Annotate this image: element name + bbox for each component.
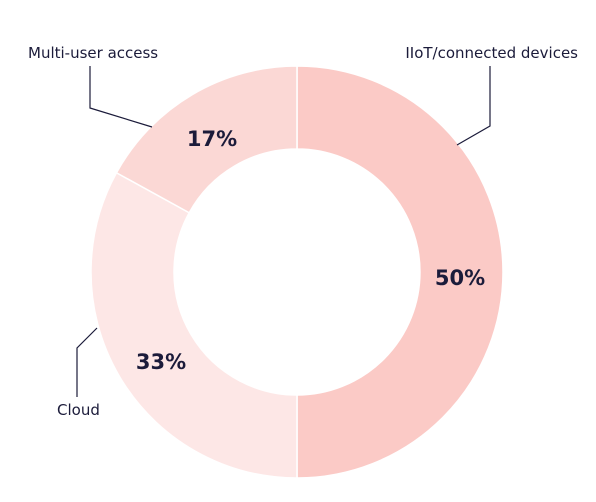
- data-label-multi-user: 17%: [187, 127, 237, 151]
- leader-line-multi-user: [89, 66, 153, 128]
- category-label-multi-user: Multi-user access: [28, 44, 158, 62]
- data-label-cloud: 33%: [136, 350, 186, 374]
- leader-line-cloud: [76, 327, 98, 397]
- category-label-iiot: IIoT/connected devices: [405, 44, 578, 62]
- leader-line-iiot: [456, 66, 491, 146]
- category-label-cloud: Cloud: [57, 401, 100, 419]
- slice-iiot: [296, 65, 504, 479]
- slice-multi-user: [115, 65, 298, 214]
- data-label-iiot: 50%: [435, 266, 485, 290]
- slice-cloud: [90, 171, 298, 479]
- donut-slices: [90, 65, 504, 479]
